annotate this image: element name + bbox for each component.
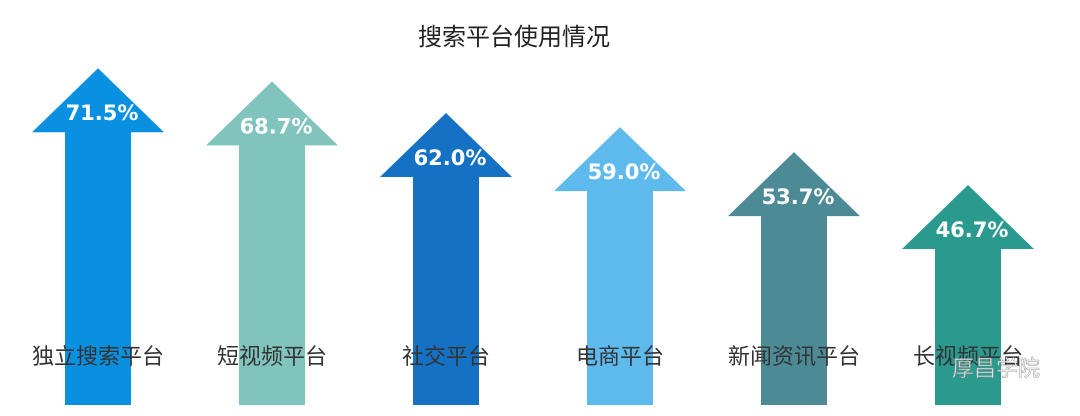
value-label: 68.7% bbox=[240, 114, 313, 138]
category-label: 长视频平台 bbox=[913, 345, 1023, 370]
value-label: 59.0% bbox=[588, 160, 661, 184]
arrow bbox=[206, 81, 338, 405]
value-label: 53.7% bbox=[762, 185, 835, 209]
chart-title: 搜索平台使用情况 bbox=[418, 23, 610, 51]
value-label: 46.7% bbox=[936, 218, 1009, 242]
arrows: 71.5% 独立搜索平台 68.7% 短视频平台 62.0% 社交平台 59.0% 电商平台 5… bbox=[32, 68, 1034, 406]
category-label: 电商平台 bbox=[576, 345, 664, 370]
category-label: 新闻资讯平台 bbox=[728, 345, 860, 370]
arrow bbox=[902, 185, 1034, 405]
category-label: 独立搜索平台 bbox=[32, 345, 164, 370]
category-label: 短视频平台 bbox=[217, 345, 327, 370]
watermark: 厚昌学院 bbox=[952, 357, 1040, 382]
category-label: 社交平台 bbox=[402, 345, 490, 370]
arrow bbox=[32, 68, 164, 406]
arrow bbox=[380, 112, 512, 405]
value-label: 62.0% bbox=[414, 146, 487, 170]
arrow bbox=[728, 152, 860, 405]
arrow bbox=[554, 127, 686, 406]
value-label: 71.5% bbox=[66, 101, 139, 125]
